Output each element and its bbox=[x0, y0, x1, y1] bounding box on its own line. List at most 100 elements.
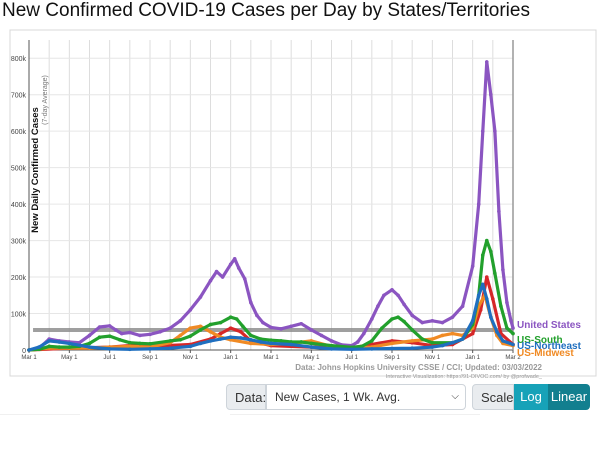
data-point bbox=[501, 339, 505, 343]
data-point bbox=[168, 339, 172, 343]
x-tick-label: Jan 1 bbox=[465, 355, 480, 361]
y-tick-label: 100k bbox=[11, 312, 27, 319]
data-point bbox=[359, 344, 364, 349]
data-point bbox=[208, 329, 213, 334]
data-source: Data: Johns Hopkins University CSSE / CC… bbox=[295, 363, 542, 372]
data-point bbox=[511, 331, 515, 336]
data-point bbox=[430, 319, 435, 323]
data-point bbox=[198, 341, 203, 346]
data-point bbox=[37, 345, 41, 349]
data-point bbox=[410, 328, 414, 332]
data-point bbox=[261, 320, 265, 325]
data-point bbox=[511, 342, 515, 347]
data-point bbox=[495, 329, 499, 334]
data-point bbox=[107, 324, 112, 328]
data-point bbox=[232, 257, 237, 261]
data-point bbox=[489, 92, 493, 97]
data-point bbox=[228, 335, 233, 340]
data-point bbox=[390, 317, 394, 321]
data-point bbox=[450, 331, 455, 336]
x-tick-label: May 1 bbox=[303, 355, 320, 361]
data-point bbox=[208, 278, 213, 283]
x-tick-label: Mar 2 bbox=[505, 355, 521, 361]
series-end-label: US-South bbox=[517, 335, 563, 346]
data-point bbox=[279, 327, 283, 331]
chart-area: 0 100k 200k 300k 400k 500k 600k 700k 800k Mar 1 Ma… bbox=[0, 28, 600, 384]
data-point bbox=[128, 330, 132, 335]
data-point bbox=[47, 344, 51, 349]
data-point bbox=[214, 269, 219, 274]
data-point bbox=[238, 329, 243, 334]
chart-controls: Data: New Cases, 1 Wk. Avg. ⌵ Scale: Log… bbox=[0, 382, 600, 412]
data-point bbox=[478, 308, 483, 312]
data-point bbox=[470, 319, 475, 323]
data-point bbox=[208, 339, 213, 343]
linear-scale-button[interactable]: Linear bbox=[548, 384, 590, 410]
data-point bbox=[249, 337, 253, 342]
data-point bbox=[178, 319, 183, 323]
data-point bbox=[188, 344, 193, 349]
bottom-divider bbox=[0, 413, 480, 415]
data-point bbox=[450, 340, 455, 345]
series-line bbox=[27, 282, 515, 352]
data-point bbox=[148, 342, 152, 346]
data-point bbox=[188, 326, 193, 330]
data-point bbox=[178, 333, 183, 338]
data-point bbox=[198, 324, 203, 329]
data-point bbox=[501, 267, 505, 272]
data-point bbox=[329, 343, 334, 348]
page-title: New Confirmed COVID-19 Cases per Day by … bbox=[2, 0, 530, 21]
data-point bbox=[148, 347, 152, 351]
data-point bbox=[128, 340, 132, 345]
data-point bbox=[484, 275, 489, 279]
data-point bbox=[480, 253, 485, 257]
data-point bbox=[319, 333, 324, 338]
data-point bbox=[148, 332, 152, 337]
data-point bbox=[188, 308, 193, 312]
x-tick-label: Nov 1 bbox=[424, 355, 440, 361]
data-point bbox=[370, 317, 374, 321]
data-point bbox=[309, 345, 314, 349]
data-point bbox=[440, 343, 445, 348]
data-point bbox=[420, 337, 425, 341]
data-point bbox=[289, 324, 293, 329]
data-select[interactable]: New Cases, 1 Wk. Avg. ⌵ bbox=[266, 384, 466, 410]
data-point bbox=[505, 326, 509, 330]
data-point bbox=[57, 345, 62, 349]
data-point bbox=[57, 340, 62, 344]
data-point bbox=[117, 337, 122, 342]
series-end-label: US-Midwest bbox=[517, 348, 574, 359]
data-point bbox=[329, 339, 334, 343]
log-scale-button[interactable]: Log bbox=[514, 384, 548, 410]
y-tick-label: 800k bbox=[11, 56, 27, 63]
data-point bbox=[430, 340, 435, 345]
data-point bbox=[476, 293, 481, 298]
x-tick-label: Mar 1 bbox=[21, 355, 37, 361]
data-point bbox=[499, 304, 503, 309]
line-chart: 0 100k 200k 300k 400k 500k 600k 700k 800k Mar 1 Ma… bbox=[9, 29, 597, 380]
data-point bbox=[402, 302, 406, 307]
data-point bbox=[269, 341, 273, 346]
x-tick-label: Sep 1 bbox=[142, 355, 158, 361]
data-point bbox=[259, 340, 263, 344]
data-point bbox=[370, 339, 374, 343]
y-tick-label: 0 bbox=[22, 348, 26, 355]
data-point bbox=[228, 315, 233, 319]
data-point bbox=[67, 341, 72, 346]
data-point bbox=[505, 300, 509, 305]
data-point bbox=[107, 334, 112, 338]
data-point bbox=[402, 319, 406, 324]
data-point bbox=[218, 331, 223, 336]
data-point bbox=[491, 297, 495, 301]
data-point bbox=[470, 264, 475, 268]
data-point bbox=[370, 347, 374, 351]
data-point bbox=[218, 337, 223, 341]
data-point bbox=[376, 304, 380, 309]
data-point bbox=[420, 320, 425, 325]
data-point bbox=[113, 328, 118, 332]
data-point bbox=[497, 209, 501, 214]
data-point bbox=[158, 329, 162, 334]
data-point bbox=[390, 288, 394, 292]
x-tick-label: Nov 1 bbox=[182, 355, 198, 361]
x-tick-label: Jul 1 bbox=[103, 355, 116, 361]
